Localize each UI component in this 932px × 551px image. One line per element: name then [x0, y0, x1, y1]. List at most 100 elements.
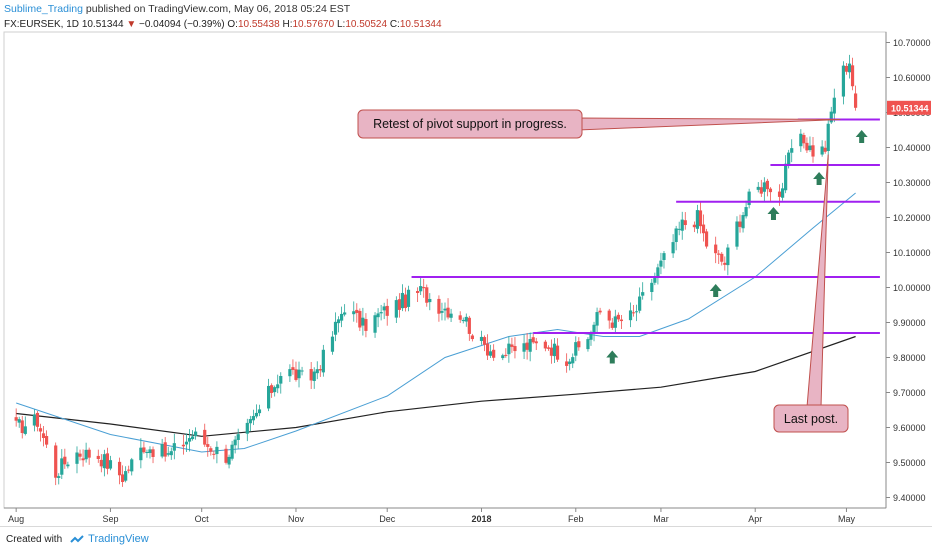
candle-body: [358, 310, 362, 328]
candle-body: [44, 435, 49, 445]
up-arrow-icon: [855, 130, 868, 143]
candle-body: [172, 443, 176, 451]
candle-body: [294, 369, 298, 380]
candle-body: [777, 191, 782, 197]
candle-body: [823, 147, 827, 152]
candle-body: [99, 459, 103, 467]
created-with-label: Created with: [6, 533, 63, 545]
ma200-line: [16, 335, 856, 437]
candle-body: [738, 221, 742, 227]
candle-body: [276, 384, 280, 389]
price-tick-label: 9.50000: [893, 458, 926, 468]
author-link[interactable]: Sublime_Trading: [4, 3, 83, 15]
candle-body: [163, 442, 167, 457]
tradingview-logo-icon: [70, 534, 84, 543]
candle-body: [394, 300, 398, 318]
candle-body: [206, 444, 210, 447]
chart-header: Sublime_Trading published on TradingView…: [4, 2, 350, 16]
candle-body: [784, 163, 788, 191]
candle-body: [38, 428, 43, 432]
candle-body: [844, 65, 849, 72]
candle-body: [224, 448, 228, 463]
callout-box: [773, 404, 849, 433]
candle-body: [595, 312, 599, 326]
candle-body: [425, 287, 429, 303]
candles-group: [14, 54, 858, 487]
candle-body: [704, 231, 709, 247]
candle-body: [638, 296, 642, 311]
candle-body: [607, 310, 611, 321]
candle-body: [531, 337, 535, 343]
tradingview-brand[interactable]: TradingView: [88, 533, 149, 545]
candle-body: [549, 347, 554, 356]
candle-body: [428, 298, 432, 303]
candle-body: [422, 287, 426, 289]
candle-body: [470, 335, 474, 340]
candle-body: [203, 429, 207, 445]
candle-body: [586, 339, 590, 350]
candle-body: [598, 310, 602, 313]
candle-body: [662, 253, 666, 261]
candle-body: [449, 313, 453, 318]
candle-body: [236, 434, 240, 440]
footer-bar: Created with TradingView: [0, 526, 932, 551]
candle-body: [84, 449, 88, 460]
candle-body: [787, 152, 791, 165]
candle-body: [631, 312, 636, 314]
candle-body: [571, 357, 575, 364]
candle-body: [373, 315, 377, 333]
last-price-tag: [887, 100, 931, 115]
candle-body: [747, 191, 751, 206]
candle-body: [437, 298, 441, 314]
candle-body: [96, 455, 100, 459]
candle-body: [546, 347, 551, 349]
candle-body: [416, 291, 420, 293]
candle-body: [352, 311, 356, 315]
candle-body: [333, 321, 338, 335]
time-tick-label: 2018: [471, 514, 491, 524]
close-value: 10.51344: [399, 19, 442, 30]
candle-body: [257, 409, 262, 414]
candle-body: [847, 63, 852, 73]
callout-box: [357, 109, 583, 139]
price-tick-label: 9.40000: [893, 493, 926, 503]
candle-body: [659, 260, 663, 267]
price-tick-label: 10.30000: [893, 178, 931, 188]
down-arrow-icon: ▼: [126, 19, 137, 30]
candle-body: [291, 367, 295, 370]
open-value: 10.55438: [237, 19, 280, 30]
candle-body: [35, 412, 40, 427]
candle-body: [169, 451, 173, 456]
candle-body: [744, 207, 748, 217]
candle-body: [400, 292, 405, 309]
candle-body: [650, 282, 654, 292]
candle-body: [279, 375, 283, 384]
price-chart[interactable]: 10.7000010.6000010.5000010.4000010.30000…: [0, 0, 932, 526]
candle-body: [142, 447, 146, 453]
candle-body: [695, 210, 700, 229]
candle-body: [568, 361, 572, 365]
candle-body: [735, 221, 739, 247]
candle-body: [501, 355, 505, 359]
candle-body: [187, 438, 192, 442]
candle-body: [841, 65, 846, 97]
candle-body: [41, 433, 46, 438]
candle-body: [446, 307, 450, 318]
price-tick-label: 10.60000: [893, 73, 931, 83]
candle-body: [765, 180, 769, 190]
candle-body: [364, 319, 368, 331]
candle-body: [552, 343, 557, 357]
symbol-label[interactable]: FX:EURSEK, 1D: [4, 19, 80, 30]
candle-body: [190, 436, 195, 440]
last-price: 10.51344: [81, 19, 124, 30]
candle-body: [853, 93, 858, 108]
candle-body: [811, 145, 815, 157]
last-price-tag-label: 10.51344: [891, 103, 929, 113]
candle-body: [671, 242, 675, 254]
candle-body: [57, 476, 61, 478]
candle-body: [656, 267, 660, 278]
candle-body: [309, 369, 313, 381]
candle-body: [628, 310, 633, 321]
candle-body: [160, 444, 164, 457]
candle-body: [510, 344, 514, 347]
